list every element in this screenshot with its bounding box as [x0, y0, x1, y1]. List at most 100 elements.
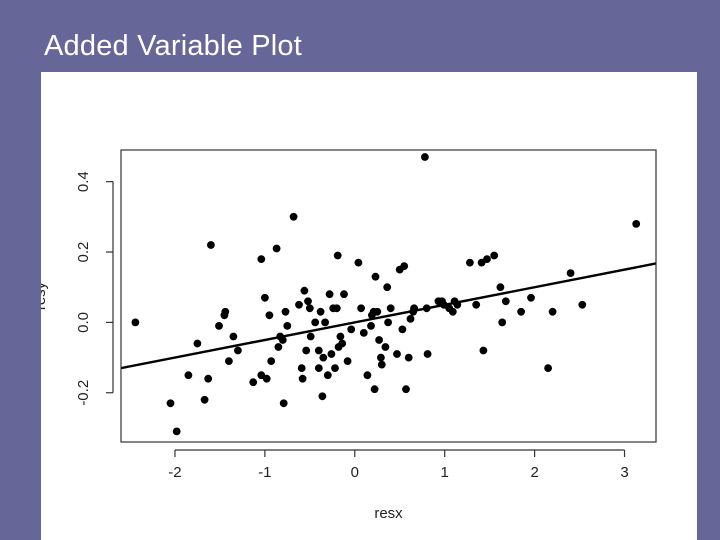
y-axis-title: resy [41, 281, 49, 310]
data-point [257, 255, 266, 263]
data-point [517, 307, 525, 316]
y-tick-label: 0.2 [75, 242, 92, 263]
data-point [272, 244, 281, 253]
data-point [295, 300, 303, 309]
data-point [261, 293, 269, 302]
data-point [204, 374, 213, 383]
data-point [398, 325, 407, 334]
data-point [347, 325, 356, 334]
data-point [314, 364, 323, 372]
x-tick-label: 2 [530, 464, 538, 481]
slide-title: Added Variable Plot [44, 30, 302, 62]
data-point [311, 318, 320, 327]
data-point [302, 346, 311, 355]
data-point [283, 322, 292, 330]
data-point [421, 153, 429, 161]
data-point [281, 307, 290, 316]
y-axis: -0.2 0.0 0.2 0.4 [75, 171, 114, 406]
data-point [207, 241, 215, 249]
data-point [632, 220, 641, 228]
data-point [267, 357, 276, 365]
data-point [262, 374, 271, 383]
data-point [548, 307, 557, 316]
data-point [448, 307, 457, 316]
data-point [321, 318, 329, 327]
data-point [323, 371, 332, 380]
data-point [229, 332, 238, 341]
x-tick-label: 1 [441, 464, 449, 481]
data-point [343, 357, 352, 365]
data-point [131, 318, 140, 327]
data-point [472, 300, 481, 309]
data-point [466, 258, 474, 267]
data-point [498, 318, 507, 327]
x-tick-label: 0 [351, 464, 359, 481]
data-point [221, 307, 230, 316]
scatter-chart: -2 -1 0 1 2 3 -0.2 0.0 0.2 0.4 resx resy [41, 149, 657, 522]
data-point [393, 350, 401, 358]
data-point [566, 269, 575, 277]
data-point [363, 371, 372, 380]
data-point [578, 300, 587, 309]
data-point [305, 304, 314, 313]
data-point [377, 353, 385, 362]
data-point [298, 374, 307, 383]
data-point [367, 322, 375, 330]
data-point [479, 346, 488, 355]
data-point [314, 346, 323, 355]
data-point [404, 353, 413, 362]
data-point [332, 304, 341, 313]
data-point [172, 427, 181, 436]
data-point [306, 332, 315, 341]
data-point [225, 357, 233, 365]
data-point [402, 385, 410, 394]
data-point [527, 293, 535, 302]
chart-panel: -2 -1 0 1 2 3 -0.2 0.0 0.2 0.4 resx resy [41, 72, 697, 540]
data-point [193, 339, 202, 348]
data-point [483, 255, 491, 263]
plot-frame [120, 149, 657, 443]
data-point [544, 364, 552, 372]
data-point [333, 251, 342, 260]
data-point [300, 286, 309, 295]
data-point [184, 371, 193, 380]
data-point [166, 399, 175, 408]
data-point [338, 339, 347, 348]
data-point [406, 315, 415, 323]
data-point [377, 360, 386, 369]
data-point [423, 350, 432, 358]
data-point [289, 212, 298, 221]
data-point [359, 329, 368, 337]
x-tick-label: 3 [620, 464, 628, 481]
data-point [249, 378, 258, 387]
data-point [215, 322, 223, 330]
data-point [370, 385, 379, 394]
data-point [297, 364, 306, 372]
data-point [319, 353, 328, 362]
x-axis: -2 -1 0 1 2 3 [168, 449, 629, 481]
x-axis-title: resx [374, 505, 403, 522]
data-point [327, 350, 336, 358]
data-point [279, 399, 288, 408]
data-point [375, 336, 383, 344]
regression-line [120, 262, 657, 370]
data-point [400, 262, 409, 270]
data-point [383, 283, 392, 292]
data-point [234, 346, 242, 355]
data-point [490, 251, 499, 260]
data-point [357, 304, 365, 313]
data-point [336, 332, 345, 341]
data-point [316, 307, 325, 316]
data-point [304, 297, 312, 306]
y-tick-label: -0.2 [75, 380, 92, 406]
x-tick-label: -1 [258, 464, 271, 481]
points-layer [131, 153, 641, 436]
data-point [318, 392, 327, 401]
data-point [496, 283, 505, 292]
data-point [331, 364, 339, 372]
data-point [200, 395, 209, 404]
x-tick-label: -2 [168, 464, 181, 481]
y-tick-label: 0.4 [75, 171, 92, 192]
data-point [384, 318, 392, 327]
data-point [373, 307, 382, 316]
